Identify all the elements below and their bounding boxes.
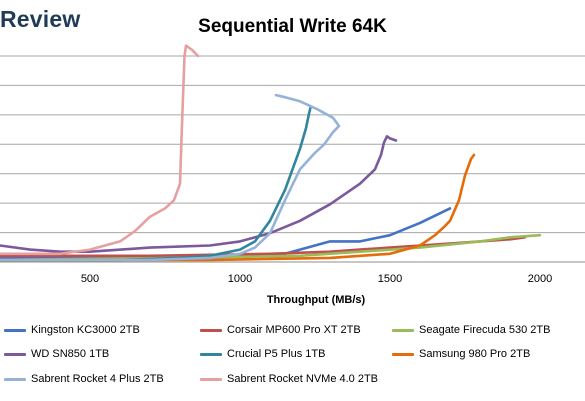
legend-item: Sabrent Rocket NVMe 4.0 2TB (200, 373, 378, 385)
legend-label: Seagate Firecuda 530 2TB (419, 324, 551, 336)
legend-swatch (4, 377, 26, 381)
series-line (0, 106, 312, 262)
legend-label: Samsung 980 Pro 2TB (419, 348, 531, 360)
legend-item: Sabrent Rocket 4 Plus 2TB (4, 373, 164, 385)
site-logo: Review (0, 6, 81, 32)
legend-item: Seagate Firecuda 530 2TB (392, 324, 550, 336)
legend-item: Crucial P5 Plus 1TB (200, 348, 325, 360)
x-tick-label: 1000 (228, 273, 252, 285)
legend-item: Corsair MP600 Pro XT 2TB (200, 324, 361, 336)
legend-swatch (200, 328, 222, 332)
legend-swatch (4, 352, 26, 356)
x-tick-label: 1500 (378, 273, 402, 285)
series-lines (0, 44, 542, 262)
x-tick-label: 500 (81, 273, 99, 285)
legend-label: Sabrent Rocket NVMe 4.0 2TB (227, 373, 379, 385)
legend-label: WD SN850 1TB (31, 348, 110, 360)
legend-item: Kingston KC3000 2TB (4, 324, 140, 336)
legend-swatch (200, 352, 222, 356)
series-line (0, 153, 476, 262)
legend-label: Kingston KC3000 2TB (31, 324, 140, 336)
grid-lines (0, 55, 585, 263)
legend-swatch (392, 328, 414, 332)
series-line (0, 44, 200, 256)
legend-swatch (200, 377, 222, 381)
series-line (0, 135, 398, 253)
legend-item: Samsung 980 Pro 2TB (392, 348, 530, 360)
legend-swatch (4, 328, 26, 332)
x-tick-label: 2000 (528, 273, 552, 285)
x-tick-labels: 500 1000 1500 2000 (81, 273, 552, 285)
series-line (0, 93, 341, 262)
legend-item: WD SN850 1TB (4, 348, 109, 360)
chart-title: Sequential Write 64K (198, 16, 387, 37)
legend-label: Crucial P5 Plus 1TB (227, 348, 326, 360)
x-axis-label: Throughput (MB/s) (267, 294, 366, 306)
legend-swatch (392, 352, 414, 356)
legend-label: Corsair MP600 Pro XT 2TB (227, 324, 361, 336)
chart-legend: Kingston KC3000 2TB Corsair MP600 Pro XT … (0, 318, 585, 398)
legend-label: Sabrent Rocket 4 Plus 2TB (31, 373, 164, 385)
